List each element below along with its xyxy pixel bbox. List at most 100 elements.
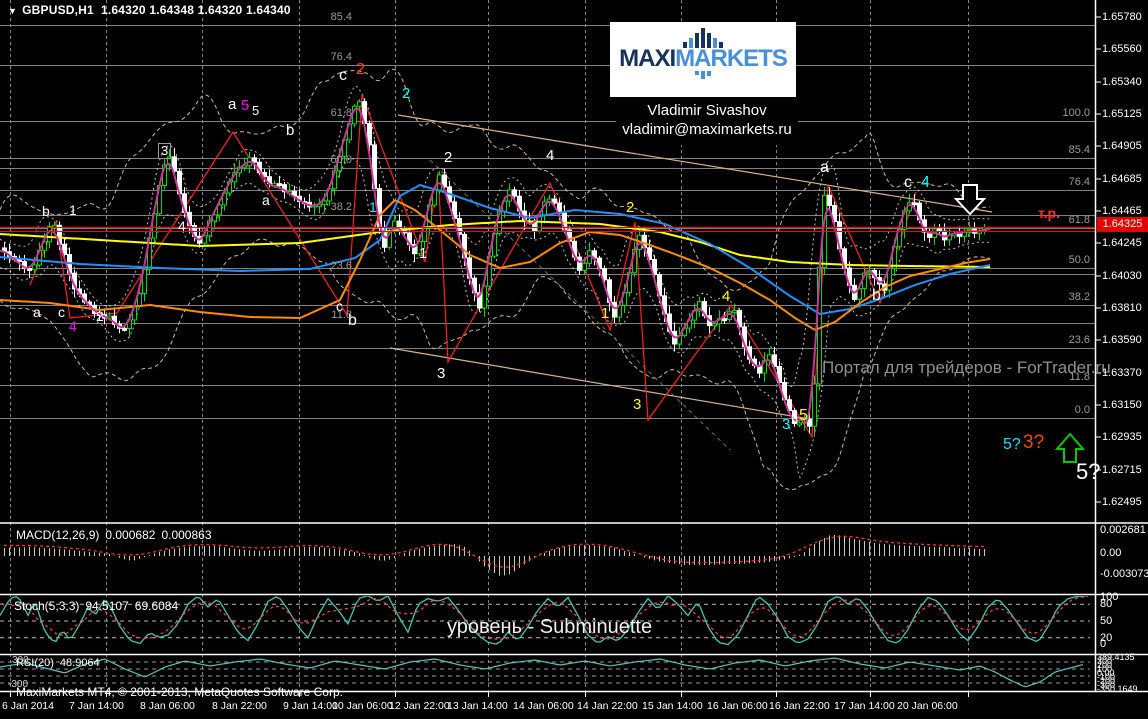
wave-label: 5 bbox=[791, 412, 799, 427]
time-axis-label: 10 Jan 06:00 bbox=[332, 700, 393, 712]
wave-label: 1 bbox=[601, 305, 610, 322]
current-price-flag: 1.64325 bbox=[1097, 217, 1148, 232]
time-axis-label: 17 Jan 14:00 bbox=[834, 700, 895, 712]
wave-label: 2 bbox=[402, 85, 411, 102]
time-axis-label: 14 Jan 06:00 bbox=[513, 700, 574, 712]
wave-label: c bbox=[904, 174, 912, 191]
price-axis-label: 1.63370 bbox=[1102, 367, 1142, 379]
wave-label: 2 bbox=[356, 61, 365, 78]
macd-axis-label: 0.002681 bbox=[1100, 524, 1146, 536]
wave-label: a bbox=[228, 96, 237, 113]
wave-label: 3 bbox=[158, 143, 172, 159]
time-axis-label: 9 Jan 14:00 bbox=[283, 700, 338, 712]
wave-label: a bbox=[820, 159, 829, 176]
fib-level-label: 61.8 bbox=[330, 107, 352, 119]
logo-bars-icon bbox=[610, 26, 796, 48]
wave-label: 5 bbox=[252, 103, 260, 118]
wave-label: 4 bbox=[722, 288, 731, 305]
fib-level-label: 23.6 bbox=[1068, 334, 1090, 346]
price-axis-label: 1.65340 bbox=[1102, 76, 1142, 88]
contact-email: vladimir@maximarkets.ru bbox=[622, 121, 792, 138]
time-axis-label: 13 Jan 14:00 bbox=[447, 700, 508, 712]
wave-label: 3 bbox=[437, 365, 446, 382]
wave-label: т.р. bbox=[1038, 205, 1060, 221]
wave-label: b bbox=[872, 287, 881, 304]
wave-label: b bbox=[348, 312, 357, 329]
wave-label: 3 bbox=[633, 396, 642, 413]
macd-axis-label: -0.003073 bbox=[1100, 568, 1148, 580]
fib-level-label: 85.4 bbox=[330, 11, 352, 23]
wave-label: 5 bbox=[241, 97, 250, 114]
macd-header: MACD(12,26,9) 0.000682 0.000863 bbox=[16, 528, 212, 542]
fib-level-label: 38.2 bbox=[330, 201, 352, 213]
stoch-axis-label: 50 bbox=[1100, 615, 1113, 627]
fib-level-label: 85.4 bbox=[1068, 144, 1090, 156]
wave-label: c bbox=[339, 67, 347, 84]
symbol-name: GBPUSD,H1 bbox=[22, 3, 94, 17]
stoch-axis-label: 20 bbox=[1100, 632, 1113, 644]
fib-level-label: 11.8 bbox=[1069, 371, 1090, 383]
price-axis-label: 1.63810 bbox=[1102, 302, 1142, 314]
cci-level-label: -300 bbox=[8, 679, 29, 690]
symbol-ohlc: 1.64320 1.64348 1.64320 1.64340 bbox=[101, 3, 291, 17]
maximarkets-logo: MAXIMARKETS bbox=[610, 22, 796, 97]
logo-wordmark: MAXIMARKETS bbox=[619, 45, 788, 72]
wave-label: 4 bbox=[69, 318, 77, 334]
price-axis-label: 1.64245 bbox=[1102, 237, 1142, 249]
fib-level-label: 61.8 bbox=[1068, 214, 1090, 226]
stoch-overlay-text: уровень - Subminuette bbox=[447, 616, 653, 638]
wave-label: 4 bbox=[178, 218, 186, 234]
stoch-axis-label: 80 bbox=[1100, 598, 1113, 610]
price-axis-label: 1.64030 bbox=[1102, 270, 1142, 282]
fib-level-label: 50.0 bbox=[330, 154, 352, 166]
fib-level-label: 0.0 bbox=[1074, 404, 1090, 416]
time-axis-label: 16 Jan 06:00 bbox=[707, 700, 768, 712]
wave-label: 3? bbox=[1023, 432, 1045, 453]
stoch-axis-label: 0 bbox=[1100, 638, 1107, 650]
time-axis-label: 7 Jan 14:00 bbox=[69, 700, 124, 712]
wave-label: 4 bbox=[546, 147, 555, 164]
wave-label: b bbox=[42, 203, 50, 219]
logo-bars-small-icon bbox=[610, 71, 796, 81]
time-axis-label: 6 Jan 2014 bbox=[2, 700, 54, 712]
wave-label: c bbox=[58, 304, 65, 320]
price-axis-label: 1.62715 bbox=[1102, 464, 1142, 476]
fib-level-label: 38.2 bbox=[1068, 291, 1090, 303]
wave-label: c bbox=[336, 298, 343, 314]
chevron-down-icon[interactable]: ▼ bbox=[8, 6, 18, 16]
fib-level-label: 23.6 bbox=[330, 260, 352, 272]
wave-label: 2 bbox=[96, 308, 104, 324]
contact-name: Vladimir Sivashov bbox=[647, 102, 767, 119]
wave-label: 2 bbox=[626, 199, 635, 216]
wave-label: 2 bbox=[444, 149, 453, 166]
symbol-title: ▼ GBPUSD,H1 1.64320 1.64348 1.64320 1.643… bbox=[8, 3, 291, 17]
wave-label: 1 bbox=[419, 245, 428, 262]
wave-label: 5? bbox=[1003, 436, 1021, 453]
time-axis-label: 20 Jan 06:00 bbox=[897, 700, 958, 712]
wave-label: 1 bbox=[69, 202, 77, 218]
cci-level-label: 300 bbox=[12, 655, 29, 666]
price-axis-label: 1.62935 bbox=[1102, 431, 1142, 443]
wave-label: 4 bbox=[921, 174, 930, 191]
time-axis-label: 12 Jan 22:00 bbox=[389, 700, 450, 712]
stoch-axis-label: 100 bbox=[1100, 591, 1119, 603]
wave-label: 3 bbox=[782, 416, 791, 433]
fib-level-label: 76.4 bbox=[1068, 176, 1090, 188]
fib-level-label: 50.0 bbox=[1068, 254, 1090, 266]
price-axis-label: 1.65125 bbox=[1102, 108, 1142, 120]
time-axis-label: 16 Jan 22:00 bbox=[769, 700, 830, 712]
wave-label: 5 bbox=[799, 407, 808, 424]
wave-label: 5? bbox=[1076, 459, 1101, 484]
macd-axis-label: 0.00 bbox=[1100, 547, 1122, 559]
price-axis-label: 1.64465 bbox=[1102, 205, 1142, 217]
price-axis-label: 1.65780 bbox=[1102, 11, 1142, 23]
price-axis-label: 1.64905 bbox=[1102, 140, 1142, 152]
cci-header: RSI(20) 48.9064 bbox=[16, 657, 100, 669]
time-axis-label: 15 Jan 14:00 bbox=[642, 700, 703, 712]
price-axis-label: 1.65560 bbox=[1102, 43, 1142, 55]
price-axis-label: 1.63590 bbox=[1102, 334, 1142, 346]
contact-card: Vladimir Sivashov vladimir@maximarkets.r… bbox=[616, 97, 798, 145]
wave-label: a bbox=[33, 304, 41, 320]
